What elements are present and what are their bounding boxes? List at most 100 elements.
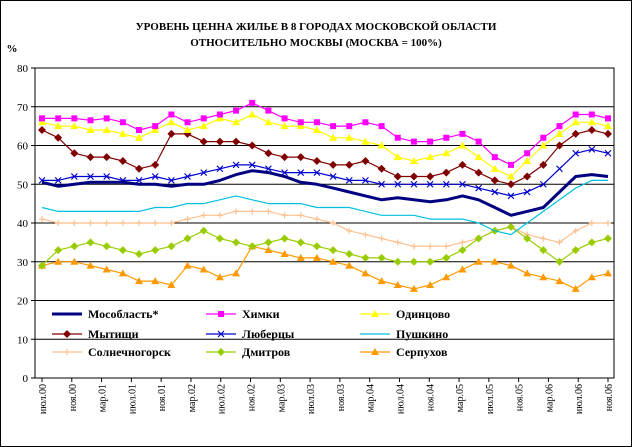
- data-point: [135, 277, 144, 285]
- data-point: [136, 220, 143, 226]
- data-point: [605, 220, 611, 226]
- x-tick-label: мар.06: [544, 384, 555, 412]
- x-tick-label: мар.02: [187, 384, 198, 412]
- data-point: [167, 129, 176, 138]
- data-point: [87, 117, 94, 124]
- x-tick-label: июл.03: [306, 384, 317, 414]
- data-point: [377, 277, 386, 285]
- data-point: [87, 173, 94, 180]
- data-point: [426, 180, 434, 188]
- data-point: [587, 118, 596, 126]
- data-point: [378, 123, 385, 130]
- data-point: [264, 118, 273, 126]
- legend-label: Серпухов: [396, 345, 448, 359]
- legend-entry-4: Мытищи: [52, 327, 139, 341]
- data-point: [572, 111, 579, 118]
- data-point: [459, 239, 466, 246]
- y-tick-label: 60: [17, 141, 29, 153]
- data-point: [361, 269, 370, 277]
- data-point: [491, 188, 499, 196]
- data-point: [199, 137, 208, 146]
- data-point: [571, 118, 580, 126]
- x-tick-label: июл.04: [395, 384, 406, 414]
- legend-label: Мособласть*: [88, 307, 159, 321]
- data-point: [539, 273, 548, 281]
- data-point: [232, 118, 241, 126]
- data-point: [475, 138, 482, 145]
- data-point: [604, 234, 612, 243]
- data-point: [55, 220, 62, 226]
- chart-title-line2: ОТНОСИТЕЛЬНО МОСКВЫ (МОСКВА = 100%): [190, 37, 442, 49]
- data-point: [572, 149, 580, 157]
- data-point: [345, 133, 354, 141]
- data-point: [393, 153, 402, 161]
- data-point: [588, 220, 595, 226]
- data-point: [506, 222, 515, 231]
- legend-entry-5: Люберцы: [206, 327, 295, 341]
- legend-entry-1: Мособласть*: [52, 307, 159, 321]
- data-point: [103, 220, 110, 226]
- legend-label: Мытищи: [88, 327, 139, 341]
- data-point: [371, 348, 379, 355]
- data-point: [64, 349, 70, 355]
- data-point: [151, 246, 160, 255]
- data-point: [571, 284, 580, 292]
- data-point: [167, 176, 175, 184]
- data-point: [297, 169, 305, 177]
- data-point: [361, 253, 370, 262]
- data-point: [216, 165, 224, 173]
- data-point: [118, 129, 127, 137]
- y-axis-label: %: [7, 43, 18, 55]
- legend-label: Люберцы: [242, 327, 295, 341]
- data-point: [200, 115, 207, 122]
- data-point: [71, 220, 78, 226]
- data-point: [70, 173, 78, 180]
- data-point: [362, 176, 369, 184]
- data-point: [249, 208, 256, 215]
- data-point: [539, 246, 548, 255]
- data-point: [442, 273, 451, 281]
- data-point: [151, 277, 160, 285]
- series-line: [41, 179, 608, 236]
- data-point: [409, 284, 418, 292]
- data-point: [506, 180, 515, 189]
- data-point: [102, 242, 111, 251]
- data-point: [474, 153, 483, 161]
- data-point: [248, 242, 257, 251]
- x-tick-label: мар.01: [98, 384, 109, 412]
- data-point: [152, 123, 159, 130]
- data-point: [588, 111, 595, 118]
- data-point: [362, 119, 369, 126]
- legend-entry-3: Одинцово: [360, 307, 450, 321]
- data-point: [490, 257, 499, 265]
- data-point: [572, 227, 579, 234]
- data-point: [361, 137, 370, 145]
- data-point: [539, 160, 548, 169]
- data-point: [588, 145, 596, 153]
- data-point: [70, 122, 79, 130]
- data-point: [248, 161, 256, 169]
- data-point: [442, 168, 451, 177]
- data-point: [474, 168, 483, 177]
- data-point: [345, 176, 353, 184]
- data-point: [506, 261, 515, 269]
- data-point: [458, 246, 467, 255]
- legend-entry-2: Химки: [206, 307, 280, 321]
- y-tick-label: 50: [17, 179, 29, 191]
- data-point: [232, 161, 240, 169]
- data-point: [475, 184, 483, 192]
- data-point: [184, 216, 191, 223]
- data-point: [427, 243, 434, 250]
- data-point: [523, 269, 532, 277]
- data-point: [556, 123, 563, 130]
- data-point: [296, 153, 305, 162]
- data-point: [151, 126, 160, 133]
- x-tick-label: мар.04: [366, 384, 377, 412]
- data-point: [313, 169, 321, 177]
- data-point: [248, 110, 257, 118]
- data-point: [329, 246, 338, 255]
- series-line: [42, 148, 609, 197]
- data-point: [264, 165, 272, 173]
- data-point: [329, 160, 338, 169]
